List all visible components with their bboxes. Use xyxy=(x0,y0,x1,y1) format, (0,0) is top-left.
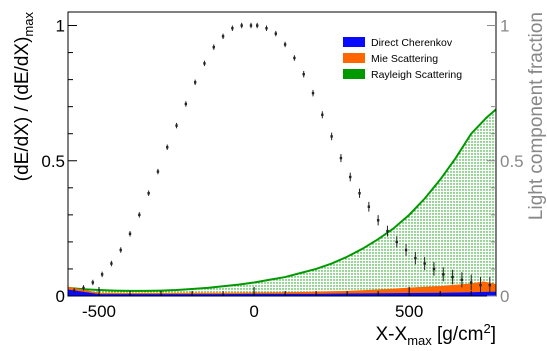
data-point xyxy=(91,281,95,284)
data-point xyxy=(231,27,234,30)
data-point xyxy=(184,102,188,106)
x-tick-label: 0 xyxy=(249,302,258,321)
data-point xyxy=(451,275,454,279)
y-axis-right-title: Light component fraction xyxy=(526,12,547,220)
data-point xyxy=(395,240,398,244)
data-point xyxy=(156,170,160,173)
legend-label-direct-cherenkov: Direct Cherenkov xyxy=(371,37,453,49)
data-point xyxy=(249,24,253,27)
data-point xyxy=(488,283,491,287)
data-point xyxy=(128,232,132,235)
axis-ticks xyxy=(67,25,496,297)
data-point xyxy=(274,32,277,35)
data-point xyxy=(283,43,287,46)
x-axis-title: X-Xmax [g/cm2] xyxy=(376,321,497,348)
data-point xyxy=(460,278,464,281)
legend-label-rayleigh-scattering: Rayleigh Scattering xyxy=(371,69,462,81)
data-point xyxy=(432,267,436,271)
data-point xyxy=(147,192,150,195)
tick-labels: -500 0 500 0 0.5 1 0 0.5 1 xyxy=(41,17,523,321)
y-tick-label: 1 xyxy=(56,17,65,36)
area-rayleigh-scattering xyxy=(68,109,496,296)
legend-swatch-rayleigh-scattering xyxy=(343,69,365,79)
y-tick-label: 0.5 xyxy=(41,152,65,171)
data-point xyxy=(330,135,333,138)
data-point xyxy=(367,205,371,208)
legend-swatch-direct-cherenkov xyxy=(343,37,365,47)
data-point xyxy=(255,24,259,27)
x-tick-label: 500 xyxy=(395,302,423,321)
data-point xyxy=(240,24,243,27)
data-point xyxy=(73,289,76,292)
legend: Direct Cherenkov Mie Scattering Rayleigh… xyxy=(343,37,462,81)
data-point xyxy=(203,62,206,65)
x-tick-label: -500 xyxy=(82,302,116,321)
data-point xyxy=(302,73,305,76)
legend-swatch-mie-scattering xyxy=(343,53,365,63)
data-point xyxy=(265,27,268,30)
data-point xyxy=(293,56,296,60)
data-point xyxy=(358,192,361,195)
data-point xyxy=(175,124,178,127)
energy-deposit-profile xyxy=(73,22,491,294)
data-point xyxy=(442,273,445,276)
y-right-tick-label: 0.5 xyxy=(500,152,524,171)
data-point xyxy=(479,283,482,287)
data-point xyxy=(221,35,225,38)
data-point xyxy=(193,81,197,84)
y-tick-label: 0 xyxy=(56,287,65,306)
data-point xyxy=(339,156,343,160)
data-point xyxy=(138,213,141,217)
line-rayleigh-scattering xyxy=(67,108,497,292)
data-point xyxy=(404,248,408,252)
area-fills xyxy=(67,108,497,297)
data-point xyxy=(376,219,380,222)
data-point xyxy=(82,286,85,290)
data-point xyxy=(321,113,324,116)
data-point xyxy=(423,262,426,265)
data-point xyxy=(212,45,215,49)
legend-label-mie-scattering: Mie Scattering xyxy=(371,53,438,65)
data-point xyxy=(166,146,169,149)
data-point xyxy=(349,175,352,179)
data-point xyxy=(110,262,113,265)
y-right-tick-label: 0 xyxy=(500,287,509,306)
data-point xyxy=(414,256,417,260)
data-point xyxy=(311,91,315,95)
y-axis-title: (dE/dX) / (dE/dX)max xyxy=(12,12,36,182)
plot-frame xyxy=(67,11,497,297)
data-point xyxy=(100,273,104,276)
area-mie-scattering xyxy=(68,282,496,296)
data-point xyxy=(119,248,122,252)
data-point xyxy=(469,281,473,284)
y-right-tick-label: 1 xyxy=(500,17,509,36)
data-point xyxy=(386,229,389,233)
